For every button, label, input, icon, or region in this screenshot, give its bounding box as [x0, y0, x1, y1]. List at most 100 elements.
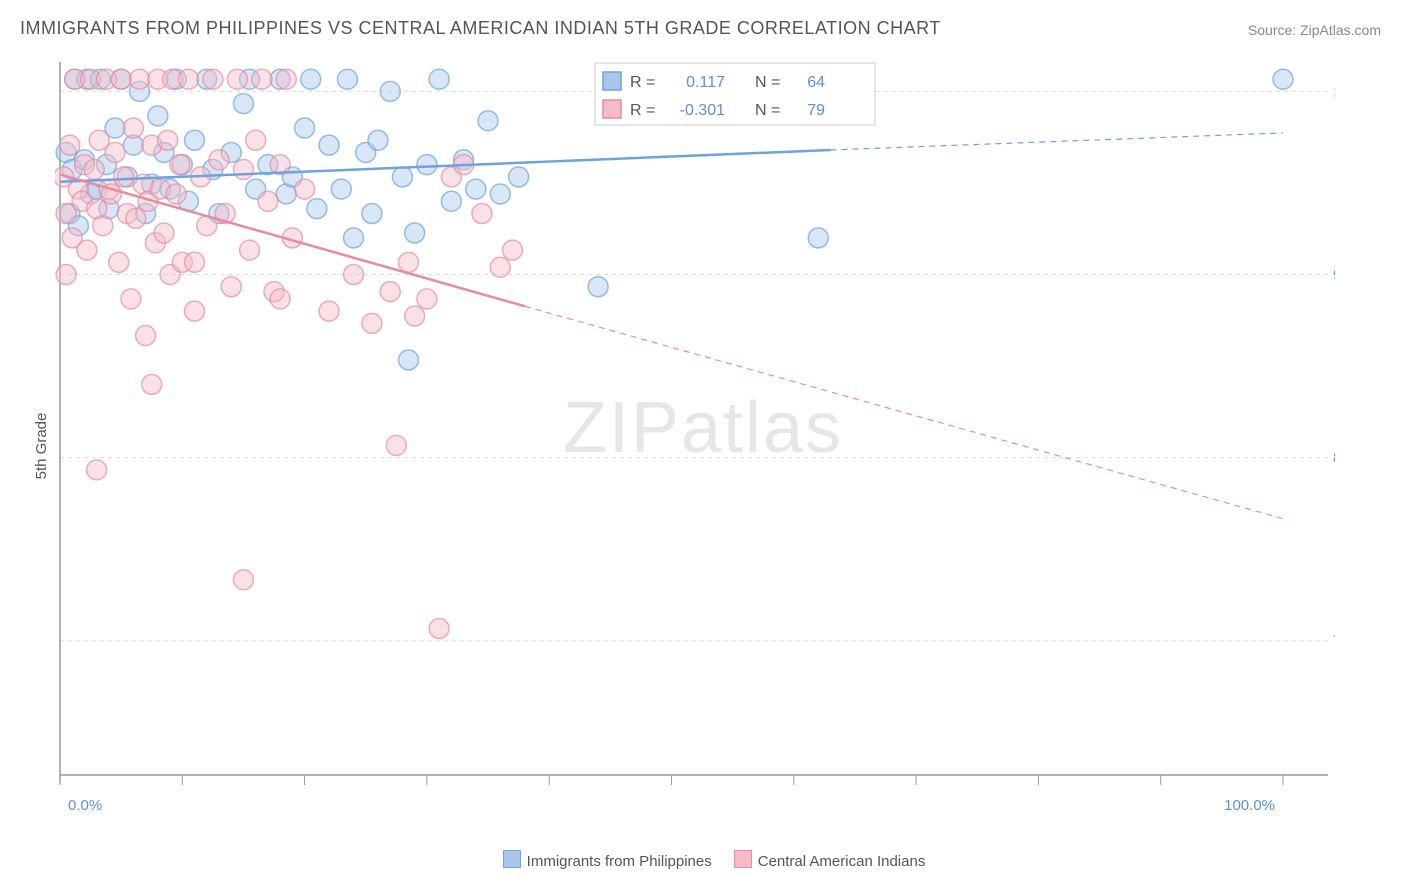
scatter-point-central-american [295, 179, 315, 199]
bottom-legend: Immigrants from Philippines Central Ameri… [0, 850, 1406, 870]
scatter-point-philippines [588, 277, 608, 297]
scatter-point-philippines [1273, 69, 1293, 89]
legend-n-label: N = [755, 102, 780, 119]
scatter-point-philippines [808, 228, 828, 248]
chart-source: Source: ZipAtlas.com [1248, 22, 1381, 38]
scatter-point-central-american [87, 460, 107, 480]
scatter-point-philippines [307, 199, 327, 219]
scatter-point-central-american [142, 374, 162, 394]
scatter-point-central-american [362, 313, 382, 333]
y-tick-label: 92.5% [1333, 267, 1335, 284]
scatter-point-central-american [121, 289, 141, 309]
bottom-legend-label: Immigrants from Philippines [527, 853, 712, 870]
legend-n-value-central-american: 79 [807, 102, 825, 119]
legend-swatch-central-american [603, 100, 621, 118]
scatter-point-central-american [123, 118, 143, 138]
scatter-point-central-american [93, 216, 113, 236]
scatter-point-central-american [429, 619, 449, 639]
scatter-point-philippines [429, 69, 449, 89]
y-tick-label: 85.0% [1333, 450, 1335, 467]
y-tick-label: 77.5% [1333, 633, 1335, 650]
scatter-point-central-american [270, 289, 290, 309]
scatter-point-philippines [331, 179, 351, 199]
scatter-point-philippines [301, 69, 321, 89]
scatter-point-philippines [344, 228, 364, 248]
scatter-point-central-american [126, 208, 146, 228]
scatter-point-central-american [233, 570, 253, 590]
scatter-point-central-american [84, 160, 104, 180]
scatter-point-philippines [478, 111, 498, 131]
scatter-point-central-american [105, 142, 125, 162]
scatter-point-philippines [490, 184, 510, 204]
scatter-point-philippines [441, 191, 461, 211]
scatter-point-central-american [233, 160, 253, 180]
scatter-point-central-american [166, 184, 186, 204]
scatter-point-central-american [399, 252, 419, 272]
y-axis-label: 5th Grade [33, 413, 50, 480]
scatter-point-central-american [111, 69, 131, 89]
scatter-point-central-american [136, 326, 156, 346]
scatter-point-central-american [185, 301, 205, 321]
scatter-point-central-american [170, 155, 190, 175]
scatter-point-philippines [337, 69, 357, 89]
scatter-point-central-american [77, 240, 97, 260]
legend-r-value-philippines: 0.117 [686, 74, 725, 91]
scatter-point-philippines [509, 167, 529, 187]
scatter-point-central-american [386, 435, 406, 455]
scatter-point-central-american [240, 240, 260, 260]
scatter-point-central-american [185, 252, 205, 272]
scatter-point-central-american [227, 69, 247, 89]
scatter-point-philippines [319, 135, 339, 155]
scatter-point-central-american [258, 191, 278, 211]
bottom-legend-swatch [503, 850, 521, 868]
trend-line-dashed-philippines [830, 133, 1283, 150]
bottom-legend-label: Central American Indians [758, 853, 926, 870]
scatter-point-philippines [362, 203, 382, 223]
x-tick-label: 0.0% [68, 797, 102, 814]
scatter-point-central-american [252, 69, 272, 89]
scatter-point-central-american [60, 135, 80, 155]
scatter-point-philippines [295, 118, 315, 138]
bottom-legend-swatch [734, 850, 752, 868]
scatter-point-philippines [392, 167, 412, 187]
scatter-point-central-american [319, 301, 339, 321]
legend-r-label: R = [630, 74, 655, 91]
legend-r-label: R = [630, 102, 655, 119]
scatter-point-central-american [344, 265, 364, 285]
scatter-point-central-american [380, 282, 400, 302]
scatter-point-philippines [368, 130, 388, 150]
scatter-point-philippines [233, 94, 253, 114]
scatter-point-central-american [246, 130, 266, 150]
scatter-point-central-american [472, 203, 492, 223]
legend-n-label: N = [755, 74, 780, 91]
scatter-point-philippines [399, 350, 419, 370]
legend-r-value-central-american: -0.301 [680, 102, 725, 119]
scatter-point-central-american [114, 167, 134, 187]
trend-line-dashed-central-american [525, 306, 1283, 518]
scatter-point-central-american [56, 265, 76, 285]
scatter-point-central-american [129, 69, 149, 89]
scatter-point-central-american [503, 240, 523, 260]
scatter-point-central-american [405, 306, 425, 326]
scatter-point-philippines [417, 155, 437, 175]
scatter-point-central-american [276, 69, 296, 89]
scatter-point-philippines [466, 179, 486, 199]
scatter-point-central-american [221, 277, 241, 297]
scatter-point-central-american [417, 289, 437, 309]
scatter-point-central-american [109, 252, 129, 272]
scatter-point-philippines [185, 130, 205, 150]
legend-n-value-philippines: 64 [807, 74, 825, 91]
scatter-point-central-american [158, 130, 178, 150]
scatter-point-philippines [405, 223, 425, 243]
y-tick-label: 100.0% [1333, 83, 1335, 100]
legend-swatch-philippines [603, 72, 621, 90]
scatter-point-central-american [178, 69, 198, 89]
scatter-point-central-american [203, 69, 223, 89]
scatter-point-central-american [154, 223, 174, 243]
scatter-point-philippines [148, 106, 168, 126]
scatter-point-philippines [380, 81, 400, 101]
scatter-plot: 77.5% 85.0% 92.5% 100.0% 0.0% 100.0% R = 0.117 N… [55, 55, 1335, 815]
x-tick-label: 100.0% [1224, 797, 1275, 814]
scatter-point-central-american [490, 257, 510, 277]
scatter-point-central-american [209, 150, 229, 170]
